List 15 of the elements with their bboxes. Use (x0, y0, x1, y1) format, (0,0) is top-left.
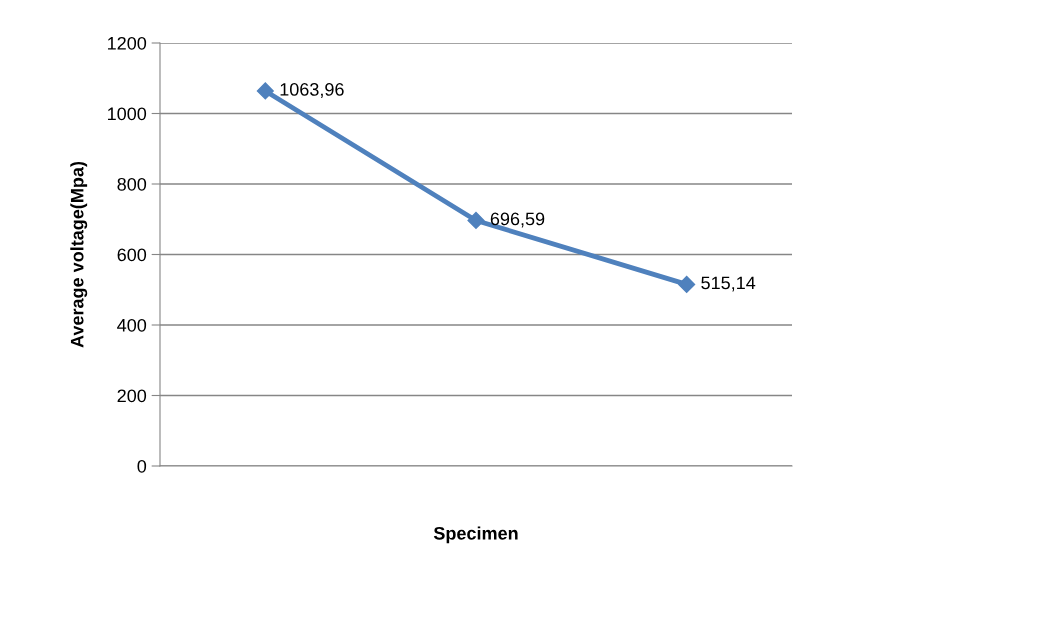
data-label: 1063,96 (280, 83, 344, 98)
data-label: 696,59 (490, 212, 545, 228)
point (678, 275, 696, 293)
point (256, 82, 274, 100)
point (467, 211, 485, 230)
data-label: 515,14 (701, 276, 756, 292)
y-tick-label: 1000 (108, 107, 147, 121)
y-tick-label: 400 (117, 318, 147, 332)
y-tick-label: 200 (117, 389, 147, 403)
y-tick-label: 1200 (108, 36, 147, 50)
y-tick-label: 0 (137, 459, 147, 473)
y-axis-title: Average voltage(Mpa) (70, 161, 88, 348)
y-tick-label: 800 (117, 177, 147, 191)
y-tick-label: 600 (117, 248, 147, 262)
x-axis-title: Specimen (433, 526, 518, 544)
